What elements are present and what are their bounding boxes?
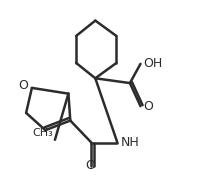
Text: O: O: [85, 159, 95, 172]
Text: CH₃: CH₃: [32, 128, 53, 138]
Text: OH: OH: [143, 57, 163, 70]
Text: O: O: [18, 80, 28, 92]
Text: NH: NH: [120, 136, 139, 149]
Text: O: O: [143, 100, 153, 113]
